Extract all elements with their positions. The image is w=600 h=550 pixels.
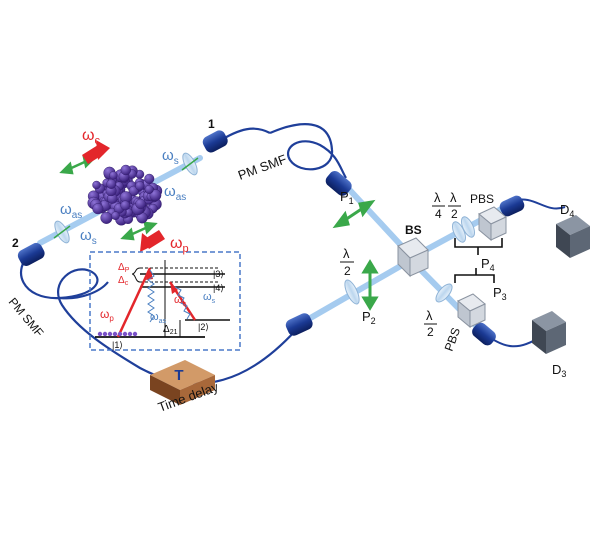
polarization-arrow-cloud-bottom (120, 221, 158, 241)
atom (135, 181, 145, 191)
atom (144, 184, 154, 194)
detuning-brace (131, 267, 141, 283)
omega-p-label: ωp (170, 235, 189, 255)
lens-left (53, 220, 71, 244)
omega-s-top-label: ωs (162, 147, 179, 167)
collimator-left (17, 242, 45, 266)
inset-omega-s-label: ωs (203, 291, 216, 305)
p4-label: P4 (481, 256, 495, 273)
delay-symbol: T (174, 367, 183, 384)
fiber-top-label: PM SMF (236, 151, 289, 182)
pbs-bottom-label: PBS (442, 326, 463, 353)
level-3-label: |3⟩ (213, 269, 224, 279)
stokes-wave (174, 286, 191, 320)
atom (120, 200, 131, 211)
ground-state-population (97, 331, 138, 337)
lens-p4-b (461, 216, 475, 238)
ground-atom (107, 331, 113, 337)
ground-atom (127, 331, 133, 337)
level-2-label: |2⟩ (198, 322, 209, 332)
omega-s-bottom-label: ωs (80, 227, 97, 247)
half-wave-label-p3: λ 2 (424, 308, 437, 339)
bracket-p3 (454, 268, 495, 283)
inset-omega-as-label: ωas (150, 311, 166, 325)
omega-as-left-label: ωas (60, 201, 82, 221)
collimator-p1 (325, 170, 352, 196)
ground-atom (97, 331, 103, 337)
atom (144, 173, 155, 184)
level-4-label: |4⟩ (213, 283, 224, 293)
ground-atom (117, 331, 123, 337)
fiber-left-label: PM SMF (6, 295, 47, 340)
svg-text:2: 2 (427, 325, 434, 339)
p3-label: P3 (493, 285, 507, 302)
energy-level-inset (89, 251, 241, 351)
beam-splitter (397, 237, 429, 278)
omega-as-right-label: ωas (164, 183, 186, 203)
svg-text:λ: λ (426, 308, 433, 323)
half-wave-label-p2: λ 2 (340, 246, 354, 278)
inset-omega-p-label: ωp (100, 307, 114, 323)
svg-text:λ: λ (434, 190, 441, 205)
bs-label: BS (405, 223, 422, 237)
pump-beam-arrow (140, 230, 165, 252)
quarter-wave-label-p4: λ 4 (432, 190, 445, 221)
atom (111, 211, 120, 220)
collimator-top (202, 130, 228, 153)
atom (100, 211, 113, 224)
atom-cloud (87, 164, 163, 226)
level-1-label: |1⟩ (112, 340, 123, 350)
pbs-bottom (457, 293, 486, 329)
polarization-arrow-p2 (361, 259, 379, 311)
port-2-label: 2 (12, 236, 19, 250)
svg-text:2: 2 (344, 264, 351, 278)
detector-d3 (532, 311, 566, 354)
svg-text:λ: λ (450, 190, 457, 205)
inset-omega-c-label: ωc (174, 294, 187, 308)
ground-atom (102, 331, 108, 337)
time-delay-box: T (150, 360, 215, 405)
detector-d4-label: D4 (560, 202, 574, 219)
collimator-d3 (472, 322, 496, 346)
atom (92, 203, 104, 215)
pbs-top (478, 206, 507, 242)
p2-label: P2 (362, 309, 376, 326)
omega-c-label: ωc (82, 127, 101, 147)
p1-label: P1 (340, 189, 354, 206)
lens-p3 (435, 283, 453, 303)
anti-stokes-wave (147, 269, 155, 323)
half-wave-label-p4: λ 2 (448, 190, 461, 221)
port-1-label: 1 (208, 117, 215, 131)
atom (92, 180, 101, 190)
polarization-arrow-p1 (332, 199, 376, 229)
atom (120, 164, 132, 176)
detector-d4 (556, 215, 590, 258)
detector-d3-label: D3 (552, 362, 566, 379)
svg-text:2: 2 (451, 207, 458, 221)
control-beam-arrow (82, 140, 110, 164)
atom (135, 198, 146, 210)
delta-p-label: ΔP (118, 262, 130, 274)
ground-atom (112, 331, 118, 337)
delta-21-label: Δ21 (163, 324, 178, 336)
atom (106, 179, 117, 189)
lens-top (181, 152, 199, 176)
lens-p2 (344, 279, 360, 305)
ground-atom (122, 331, 128, 337)
collimator-p2 (285, 313, 313, 336)
atom (109, 171, 118, 180)
pump-transition (116, 267, 152, 338)
bracket-p4 (454, 238, 503, 255)
ground-atom (132, 331, 138, 337)
svg-text:4: 4 (435, 207, 442, 221)
collimator-d4 (499, 195, 525, 217)
delta-c-label: Δc (118, 275, 129, 287)
inset-border (89, 251, 241, 351)
pbs-top-label: PBS (470, 192, 494, 206)
svg-text:λ: λ (343, 246, 350, 261)
